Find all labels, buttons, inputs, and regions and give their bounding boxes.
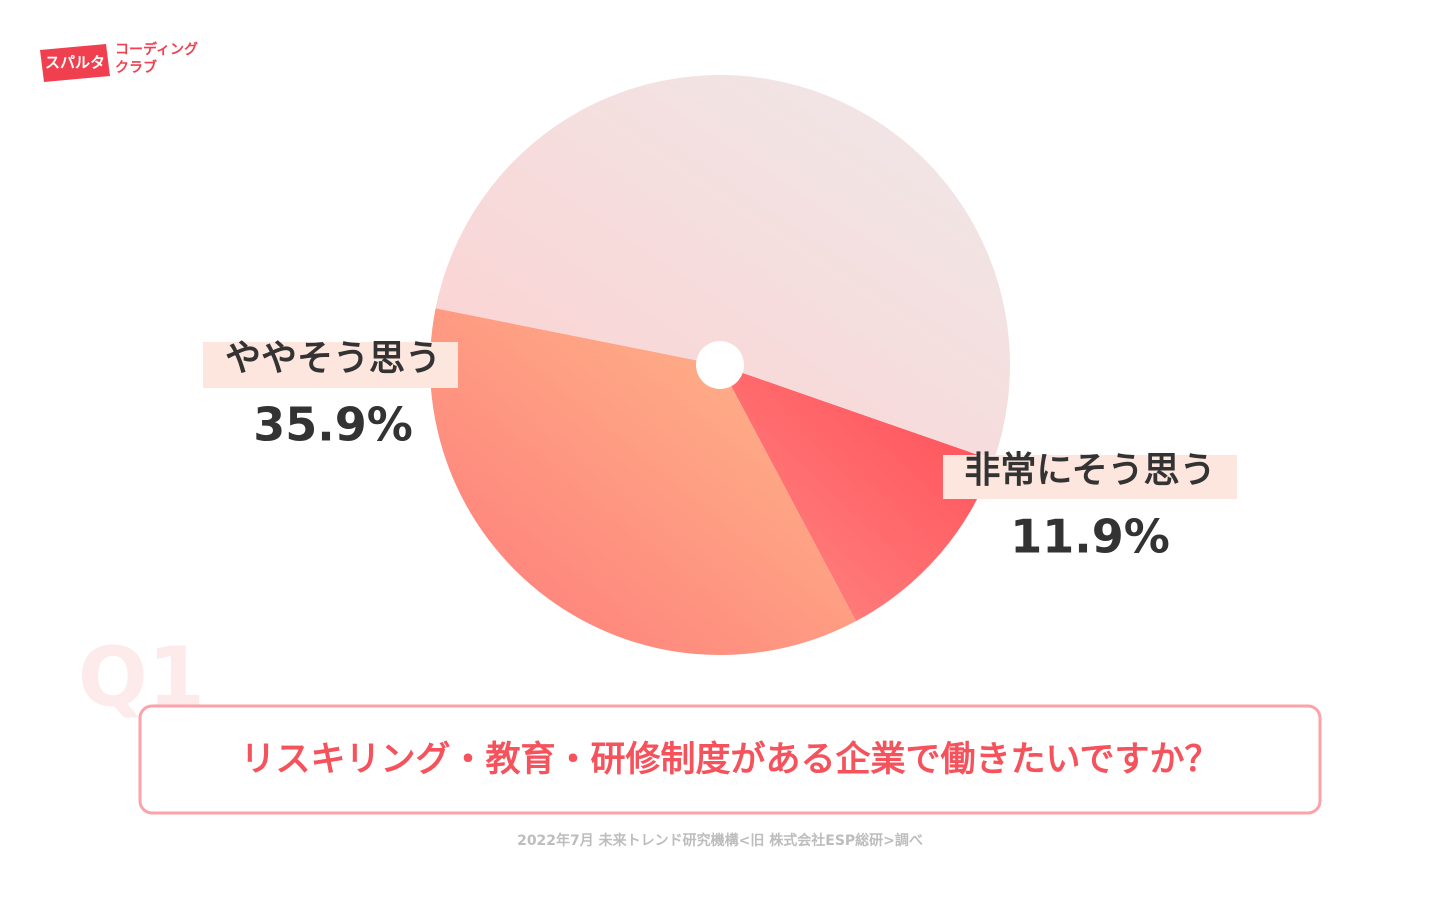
slice-label: ややそう思う — [225, 338, 441, 379]
chart-title: リスキリング・教育・研修制度がある企業で働きたいですか？ — [241, 739, 1220, 780]
value-label: 11.9% — [1010, 510, 1170, 564]
logo-name: クラブ — [115, 59, 157, 76]
logo: スパルタ コーディング クラブ — [40, 41, 198, 82]
pie-slice — [429, 308, 856, 655]
logo-mark-bg — [40, 44, 110, 82]
label-highlight — [943, 455, 1237, 499]
labels: 非常にそう思う 11.9% ややそう思う 35.9% — [203, 338, 1237, 564]
pie-slice — [435, 75, 1010, 461]
slice-label: 非常にそう思う — [964, 450, 1215, 491]
pie — [429, 75, 1010, 655]
logo-mark: スパルタ — [45, 54, 105, 72]
pie-hole — [696, 341, 744, 389]
value-label: 35.9% — [253, 398, 413, 452]
label-highlight — [203, 342, 458, 388]
logo-name: コーディング — [115, 41, 198, 58]
source-note: 2022年7月 未来トレンド研究機構<旧 株式会社ESP総研>調べ — [517, 832, 923, 849]
pie-slice — [720, 365, 994, 622]
question-box — [138, 704, 1322, 815]
